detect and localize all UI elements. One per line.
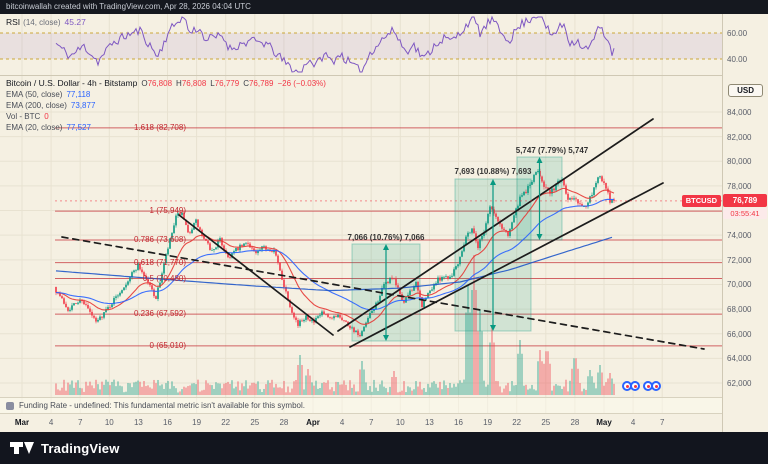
symbol-tag: BTCUSD <box>681 194 721 207</box>
pane-separator[interactable] <box>0 75 722 76</box>
rsi-value: 45.27 <box>64 17 86 27</box>
tradingview-logo-icon[interactable] <box>10 440 34 456</box>
rsi-label: RSI <box>6 17 21 27</box>
main-legend: Bitcoin / U.S. Dollar - 4h - Bitstamp O76… <box>6 78 326 132</box>
symbol-title[interactable]: Bitcoin / U.S. Dollar - 4h - Bitstamp <box>6 78 138 88</box>
indicator-row[interactable]: EMA (200, close) 73,877 <box>6 101 96 110</box>
tradingview-wordmark[interactable]: TradingView <box>41 440 120 456</box>
footer-bar: TradingView <box>0 432 768 464</box>
circle-icon <box>630 381 640 391</box>
indicator-legend: EMA (50, close) 77,118 EMA (200, close) 73,… <box>6 90 326 132</box>
funding-rate-text: Funding Rate - undefined: This fundament… <box>19 401 305 410</box>
indicator-row[interactable]: EMA (50, close) 77,118 <box>6 90 91 99</box>
symbol-row[interactable]: Bitcoin / U.S. Dollar - 4h - Bitstamp O76… <box>6 78 326 88</box>
attribution-text: bitcoinwallah created with TradingView.c… <box>6 2 251 11</box>
ohlc-O: O76,808 <box>141 79 173 88</box>
indicator-row[interactable]: EMA (20, close) 77,527 <box>6 123 91 132</box>
indicator-row[interactable]: Vol - BTC 0 <box>6 112 49 121</box>
price-axis-separator[interactable] <box>722 14 723 432</box>
circle-icon <box>651 381 661 391</box>
rsi-legend[interactable]: RSI (14, close) 45.27 <box>6 17 86 27</box>
event-marker-icon[interactable] <box>622 381 640 393</box>
attribution-bar: bitcoinwallah created with TradingView.c… <box>0 0 768 14</box>
ohlc-C: C76,789 <box>243 79 274 88</box>
change-value: −26 (−0.03%) <box>277 79 326 88</box>
rsi-params: (14, close) <box>23 18 61 27</box>
funding-rate-icon <box>6 401 14 410</box>
current-price-badge[interactable]: 76,789 <box>723 193 767 207</box>
ohlc-L: L76,779 <box>210 79 240 88</box>
bar-countdown: 03:55:41 <box>723 207 767 219</box>
event-marker-icon[interactable] <box>643 381 661 393</box>
funding-rate-bar: Funding Rate - undefined: This fundament… <box>0 397 722 414</box>
currency-chip[interactable]: USD <box>728 84 763 97</box>
ohlc-H: H76,808 <box>176 79 207 88</box>
ohlc-values: O76,808 H76,808 L76,779 C76,789 <box>137 78 273 88</box>
